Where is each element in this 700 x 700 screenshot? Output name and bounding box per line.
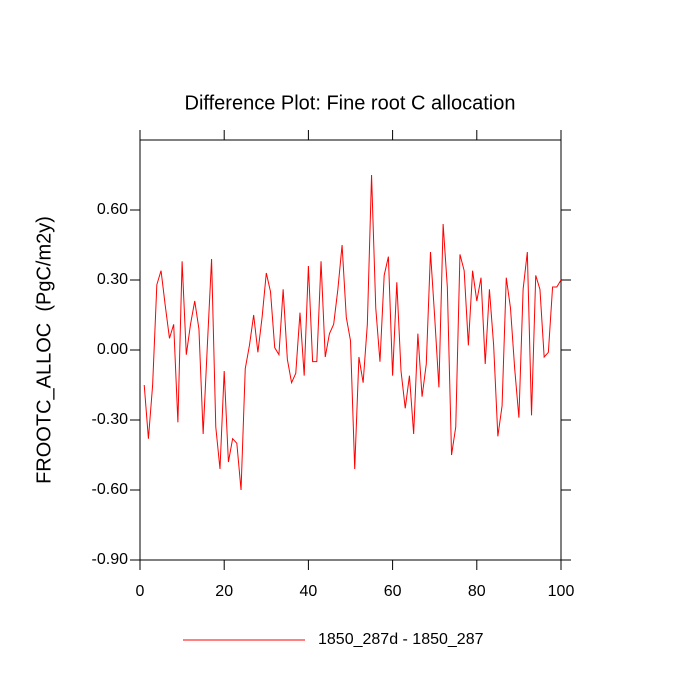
x-tick-label: 40 — [300, 583, 318, 600]
y-tick-label: -0.60 — [92, 481, 129, 498]
y-tick-label: 0.00 — [97, 341, 128, 358]
y-tick-label: 0.30 — [97, 271, 128, 288]
x-tick-label: 0 — [136, 583, 145, 600]
y-axis-label: FROOTC_ALLOC (PgC/m2y) — [33, 216, 55, 484]
y-tick-label: -0.90 — [92, 551, 129, 568]
x-tick-label: 80 — [468, 583, 486, 600]
chart-title: Difference Plot: Fine root C allocation — [185, 92, 516, 114]
x-tick-label: 100 — [548, 583, 575, 600]
x-tick-label: 60 — [384, 583, 402, 600]
legend-label: 1850_287d - 1850_287 — [318, 631, 484, 648]
data-line — [143, 174, 562, 491]
y-tick-label: -0.30 — [92, 411, 129, 428]
y-tick-label: 0.60 — [97, 201, 128, 218]
x-tick-label: 20 — [215, 583, 233, 600]
